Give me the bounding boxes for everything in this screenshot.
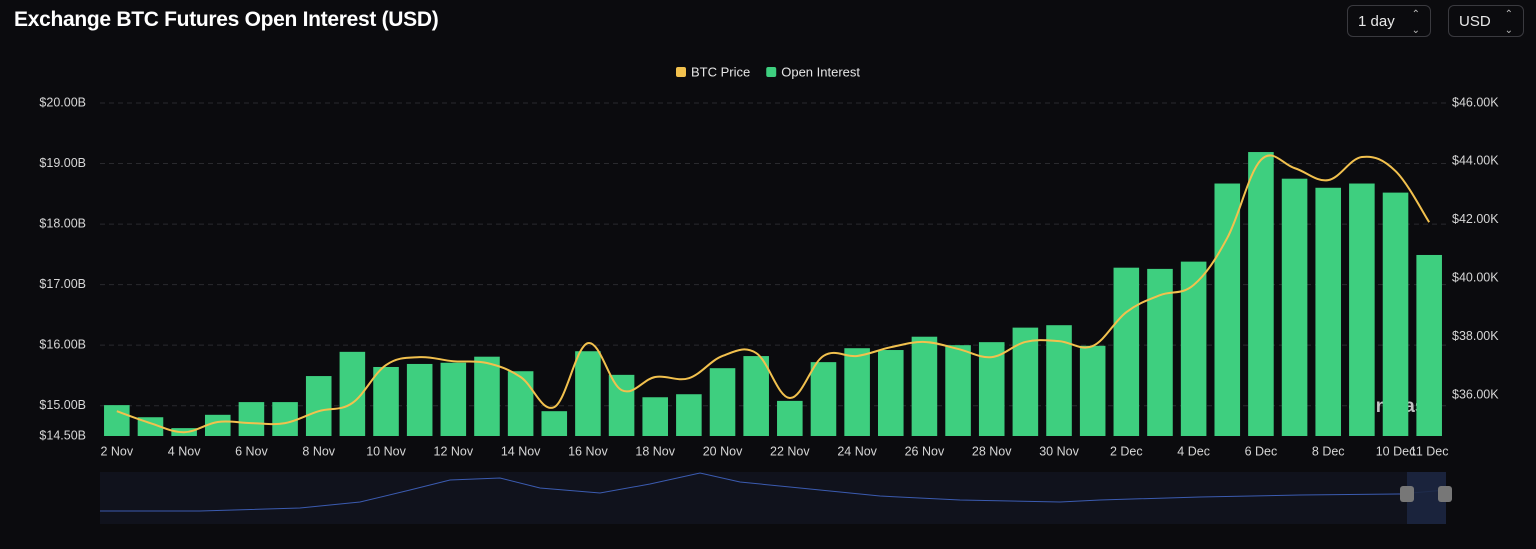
price-line [116,154,1431,434]
bar [507,371,534,436]
y-tick-label: $20.00B [39,95,86,109]
bar [541,411,568,436]
y-tick-label: $14.50B [39,428,86,442]
bar [1349,183,1375,436]
currency-label: USD [1459,13,1491,30]
bar [305,376,332,436]
bar [777,400,803,436]
bar [1382,192,1409,436]
y2-tick-label: $36.00K [1452,387,1499,401]
watermark: coinglass [1348,396,1436,417]
x-tick-label: 11 Dec [1410,444,1449,458]
x-tick-label: 28 Nov [972,444,1012,458]
navigator-window [1407,472,1446,524]
navigator-handle[interactable] [1438,486,1452,502]
x-tick-label: 6 Nov [235,444,268,458]
y2-tick-label: $44.00K [1452,154,1499,168]
bar [1079,345,1106,436]
legend-label: BTC Price [691,64,750,79]
bar [608,374,635,436]
page-title: Exchange BTC Futures Open Interest (USD) [14,8,439,31]
bar [1012,327,1039,436]
bar [877,350,904,436]
bar [810,362,837,436]
navigator-handle[interactable] [1400,486,1414,502]
bar [1315,187,1342,436]
bar [406,363,433,436]
bar [1147,268,1173,436]
x-tick-label: 18 Nov [635,444,675,458]
x-tick-label: 4 Nov [168,444,201,458]
x-tick-label: 8 Dec [1312,444,1345,458]
x-tick-label: 10 Nov [366,444,406,458]
x-tick-label: 24 Nov [837,444,877,458]
bar [1416,254,1442,436]
bar [204,414,231,436]
y2-tick-label: $46.00K [1452,95,1499,109]
bar [1281,178,1308,436]
bar [373,366,399,436]
select-arrows: ⌃ ⌄ [1411,9,1420,36]
x-tick-label: 6 Dec [1245,444,1278,458]
x-tick-label: 8 Nov [302,444,335,458]
y2-tick-label: $38.00K [1452,329,1499,343]
bar [978,342,1005,436]
x-tick-label: 20 Nov [703,444,743,458]
legend-swatch [676,67,686,77]
y-tick-label: $16.00B [39,337,86,351]
legend-label: Open Interest [781,64,860,79]
y-tick-label: $15.00B [39,398,86,412]
bar [171,428,197,436]
interval-label: 1 day [1358,13,1395,30]
x-tick-label: 22 Nov [770,444,810,458]
navigator-line [100,472,1447,512]
x-tick-label: 30 Nov [1039,444,1079,458]
y-tick-label: $17.00B [39,277,86,291]
y2-tick-label: $42.00K [1452,212,1499,226]
select-arrows: ⌃ ⌄ [1504,9,1513,36]
legend-swatch [766,67,777,77]
bar [709,368,736,436]
bar [474,356,500,436]
bar [339,351,366,436]
navigator-bg [100,472,1446,524]
bar [1248,152,1274,437]
bar [104,405,130,436]
x-tick-label: 4 Dec [1177,444,1210,458]
bar [272,402,298,436]
x-tick-label: 14 Nov [501,444,541,458]
x-tick-label: 2 Nov [100,444,133,458]
bar [1214,183,1241,436]
bar [1046,325,1072,436]
x-tick-label: 16 Nov [568,444,608,458]
x-tick-label: 26 Nov [905,444,945,458]
bar [676,394,702,436]
x-tick-label: 12 Nov [434,444,474,458]
bar [844,348,870,436]
navigator [100,472,1452,524]
bar [642,397,669,436]
bar [1180,261,1207,436]
x-tick-label: 10 Dec [1376,444,1416,458]
bar [137,417,164,436]
bar [575,351,601,436]
bar [440,362,467,436]
interval-select[interactable]: 1 day ⌃ ⌄ [1347,5,1431,37]
y-tick-label: $19.00B [39,156,86,170]
bar [743,356,769,436]
currency-select[interactable]: USD ⌃ ⌄ [1448,5,1524,37]
y-tick-label: $18.00B [39,216,86,230]
bar [1113,267,1140,436]
x-tick-label: 2 Dec [1110,444,1143,458]
bar [945,345,971,436]
bar [238,402,265,436]
y2-tick-label: $40.00K [1452,271,1499,285]
bar [911,336,938,436]
